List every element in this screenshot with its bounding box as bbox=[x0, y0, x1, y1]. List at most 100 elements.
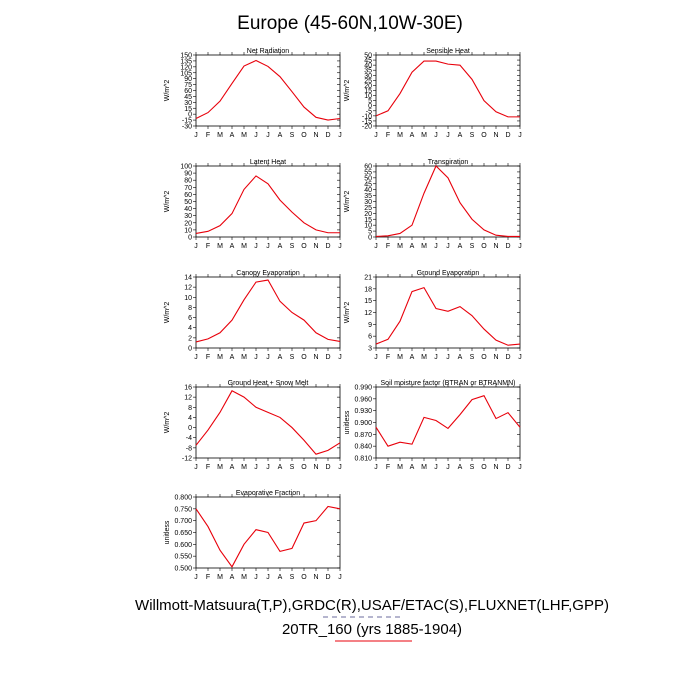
y-tick-label: 70 bbox=[184, 185, 192, 192]
y-tick-label: 0 bbox=[368, 235, 372, 242]
y-axis-label: W/m^2 bbox=[344, 191, 351, 213]
footer-model-run: 20TR_160 (yrs 1885-1904) bbox=[282, 621, 462, 638]
y-axis-label: W/m^2 bbox=[164, 191, 171, 213]
plot-frame bbox=[195, 276, 341, 349]
x-tick-label: D bbox=[505, 464, 510, 471]
x-tick-label: A bbox=[230, 464, 235, 471]
y-tick-label: 0.600 bbox=[174, 542, 192, 549]
x-tick-label: D bbox=[505, 243, 510, 250]
x-tick-label: F bbox=[206, 464, 210, 471]
x-tick-label: N bbox=[313, 132, 318, 139]
y-tick-label: 12 bbox=[364, 310, 372, 317]
y-tick-label: 0.870 bbox=[354, 432, 372, 439]
x-tick-label: N bbox=[493, 354, 498, 361]
y-tick-label: 0.500 bbox=[174, 566, 192, 573]
y-tick-label: 60 bbox=[184, 192, 192, 199]
x-tick-label: J bbox=[338, 132, 342, 139]
x-tick-label: J bbox=[194, 132, 198, 139]
x-tick-label: J bbox=[254, 243, 258, 250]
x-tick-label: J bbox=[518, 464, 522, 471]
panel-title: Sensible Heat bbox=[426, 48, 470, 55]
y-axis-label: W/m^2 bbox=[344, 302, 351, 324]
y-tick-label: -15 bbox=[362, 118, 372, 125]
plot-frame bbox=[375, 386, 521, 459]
y-tick-label: 0.750 bbox=[174, 506, 192, 513]
x-tick-label: M bbox=[421, 132, 427, 139]
x-tick-label: F bbox=[386, 132, 390, 139]
x-tick-label: N bbox=[493, 243, 498, 250]
x-tick-label: A bbox=[278, 574, 283, 581]
y-tick-label: 0.930 bbox=[354, 408, 372, 415]
series-line-latent-heat bbox=[195, 175, 340, 234]
y-tick-label: 55 bbox=[364, 169, 372, 176]
y-tick-label: 35 bbox=[364, 68, 372, 75]
x-tick-label: O bbox=[481, 464, 487, 471]
panel-title: Net Radiation bbox=[247, 48, 290, 55]
x-tick-label: N bbox=[493, 132, 498, 139]
x-tick-label: J bbox=[338, 243, 342, 250]
y-tick-label: 30 bbox=[364, 73, 372, 80]
x-tick-label: O bbox=[481, 243, 487, 250]
y-axis-label: W/m^2 bbox=[164, 80, 171, 102]
x-tick-label: N bbox=[313, 574, 318, 581]
y-tick-label: 0 bbox=[188, 112, 192, 119]
y-tick-label: 16 bbox=[184, 385, 192, 392]
y-tick-label: -4 bbox=[186, 435, 192, 442]
series-line-canopy-evaporation bbox=[195, 279, 341, 343]
x-tick-label: S bbox=[470, 243, 475, 250]
x-tick-label: O bbox=[301, 574, 307, 581]
y-tick-label: 75 bbox=[184, 82, 192, 89]
x-tick-label: N bbox=[313, 464, 318, 471]
footer-data-sources: Willmott-Matsuura(T,P),GRDC(R),USAF/ETAC… bbox=[135, 597, 609, 614]
x-tick-label: M bbox=[241, 464, 247, 471]
x-tick-label: O bbox=[481, 354, 487, 361]
x-tick-label: O bbox=[301, 354, 307, 361]
y-tick-label: 9 bbox=[368, 322, 372, 329]
plot-frame bbox=[375, 54, 521, 127]
y-tick-label: 5 bbox=[368, 98, 372, 105]
y-tick-label: 10 bbox=[364, 223, 372, 230]
y-tick-label: 0 bbox=[188, 235, 192, 242]
x-tick-label: J bbox=[254, 132, 258, 139]
x-tick-label: A bbox=[278, 464, 283, 471]
y-tick-label: 50 bbox=[364, 175, 372, 182]
x-tick-label: M bbox=[397, 132, 403, 139]
x-tick-label: M bbox=[241, 132, 247, 139]
y-tick-label: 30 bbox=[364, 199, 372, 206]
x-tick-label: J bbox=[446, 132, 450, 139]
x-tick-label: J bbox=[266, 574, 270, 581]
x-tick-label: S bbox=[290, 243, 295, 250]
x-tick-label: A bbox=[278, 354, 283, 361]
x-tick-label: F bbox=[206, 132, 210, 139]
y-tick-label: 12 bbox=[184, 395, 192, 402]
y-tick-label: -8 bbox=[186, 445, 192, 452]
y-tick-label: -12 bbox=[182, 456, 192, 463]
x-tick-label: A bbox=[230, 243, 235, 250]
x-tick-label: A bbox=[410, 354, 415, 361]
panel-title: Ground Evaporation bbox=[417, 270, 480, 277]
y-tick-label: 60 bbox=[364, 164, 372, 171]
x-tick-label: J bbox=[434, 243, 438, 250]
y-tick-label: 0.840 bbox=[354, 444, 372, 451]
y-tick-label: 20 bbox=[184, 220, 192, 227]
y-tick-label: 45 bbox=[364, 58, 372, 65]
x-tick-label: J bbox=[194, 574, 198, 581]
y-tick-label: 35 bbox=[364, 193, 372, 200]
y-tick-label: 8 bbox=[188, 405, 192, 412]
y-tick-label: 4 bbox=[188, 415, 192, 422]
y-tick-label: 0.960 bbox=[354, 396, 372, 403]
x-tick-label: D bbox=[505, 354, 510, 361]
x-tick-label: O bbox=[481, 132, 487, 139]
x-tick-label: S bbox=[290, 464, 295, 471]
x-tick-label: M bbox=[241, 243, 247, 250]
x-tick-label: M bbox=[241, 574, 247, 581]
y-tick-label: 0.900 bbox=[354, 420, 372, 427]
x-tick-label: A bbox=[410, 132, 415, 139]
x-tick-label: J bbox=[254, 464, 258, 471]
y-tick-label: -30 bbox=[182, 124, 192, 131]
x-tick-label: D bbox=[325, 243, 330, 250]
y-tick-label: 18 bbox=[364, 286, 372, 293]
y-tick-label: -20 bbox=[362, 124, 372, 131]
